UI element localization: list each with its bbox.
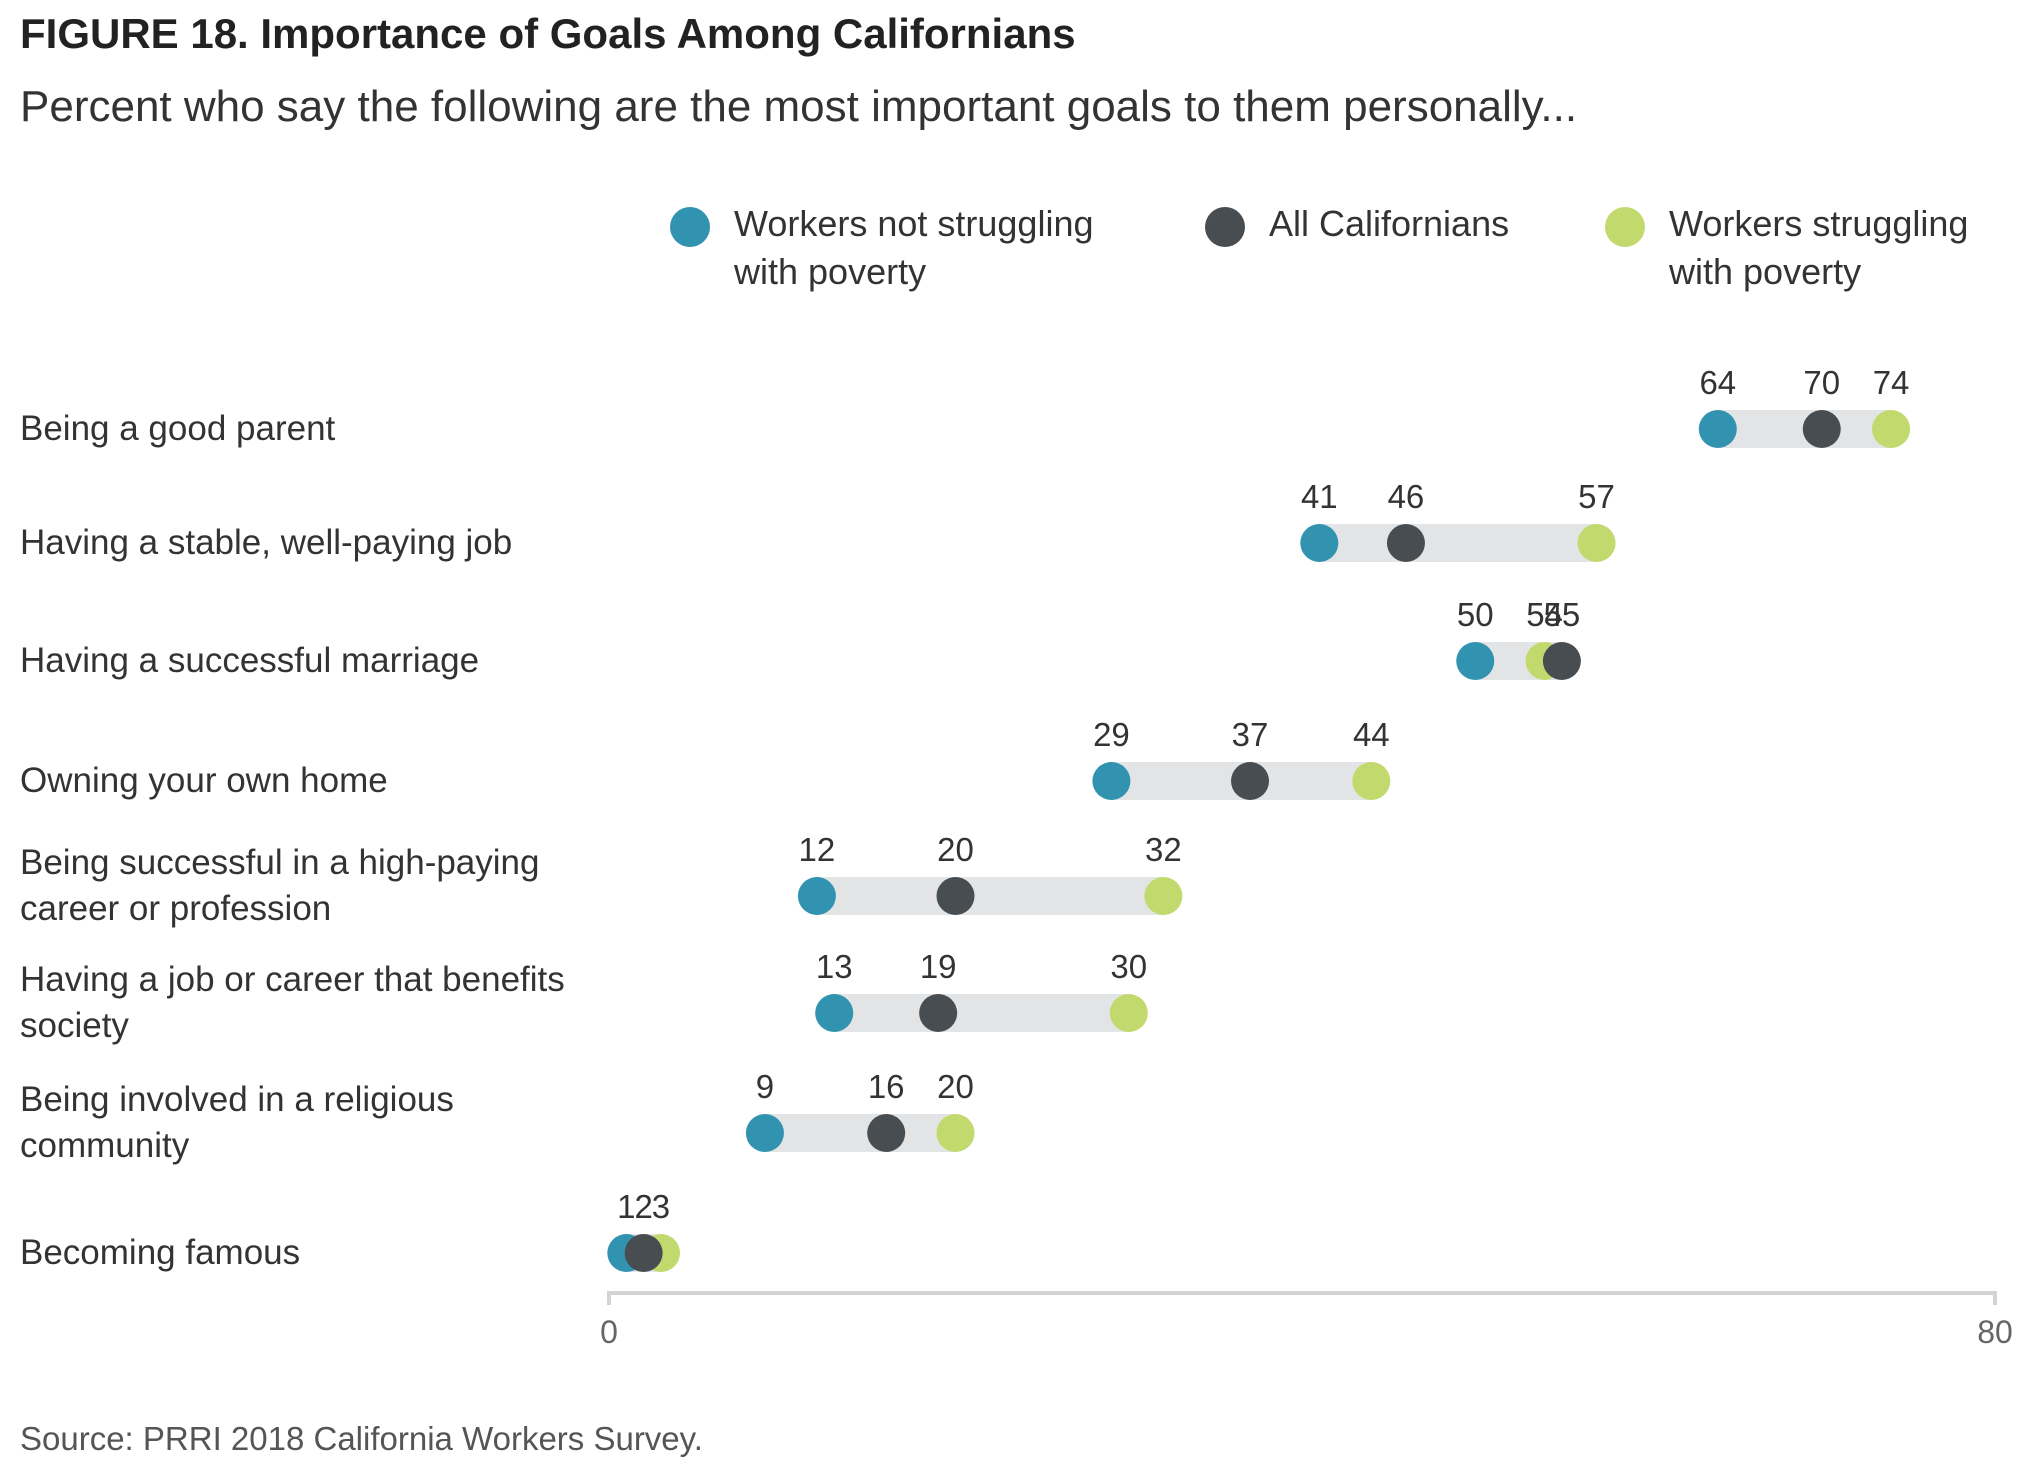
dot-all <box>867 1114 906 1152</box>
legend-swatch-all <box>1205 207 1245 247</box>
category-label: Owning your own home <box>20 761 388 800</box>
legend-item-struggling: Workers struggling with poverty <box>1605 200 2025 296</box>
dot-all <box>919 994 958 1032</box>
legend-label-all: All Californians <box>1269 203 1510 244</box>
category-label: Becoming famous <box>20 1233 301 1272</box>
source-note: Source: PRRI 2018 California Workers Sur… <box>20 1420 703 1457</box>
data-label-not-struggling: 13 <box>816 948 853 985</box>
dot-struggling <box>936 1114 975 1152</box>
legend-label-not-struggling: Workers not struggling with poverty <box>734 203 1094 292</box>
data-label-all: 70 <box>1803 364 1840 401</box>
legend-swatch-struggling <box>1605 207 1645 247</box>
data-label-not-struggling: 29 <box>1093 716 1130 753</box>
data-label-struggling: 32 <box>1145 831 1182 868</box>
data-label-all: 46 <box>1388 478 1425 515</box>
dot-all <box>1386 524 1425 562</box>
dot-not-struggling <box>745 1114 784 1152</box>
data-label-struggling: 30 <box>1110 948 1147 985</box>
dot-not-struggling <box>1698 410 1737 448</box>
dot-not-struggling <box>815 994 854 1032</box>
dot-struggling <box>1872 410 1911 448</box>
data-label-struggling: 54 <box>1526 596 1563 633</box>
dot-not-struggling <box>1300 524 1339 562</box>
dot-struggling <box>1144 877 1183 915</box>
category-label: Having a stable, well-paying job <box>20 523 513 562</box>
dot-all <box>1542 642 1581 680</box>
category-label: Being involved in a religious community <box>20 1080 454 1165</box>
data-label-all: 19 <box>920 948 957 985</box>
legend-label-struggling: Workers struggling with poverty <box>1669 203 1969 292</box>
legend-swatch-not-struggling <box>670 207 710 247</box>
category-label: Being a good parent <box>20 409 336 448</box>
dot-not-struggling <box>797 877 836 915</box>
dot-all <box>936 877 975 915</box>
data-label-all: 16 <box>868 1068 905 1105</box>
dot-struggling <box>1352 762 1391 800</box>
data-label-struggling: 20 <box>937 1068 974 1105</box>
data-label-all: 37 <box>1232 716 1269 753</box>
data-label-struggling: 57 <box>1578 478 1615 515</box>
data-label-not-struggling: 50 <box>1457 596 1494 633</box>
data-label-all: 20 <box>937 831 974 868</box>
dot-all <box>624 1234 663 1272</box>
data-label-struggling: 3 <box>652 1188 670 1225</box>
x-tick-label: 80 <box>1977 1314 2013 1350</box>
dot-not-struggling <box>1092 762 1131 800</box>
chart-subtitle: Percent who say the following are the mo… <box>20 82 1578 131</box>
data-label-not-struggling: 9 <box>756 1068 774 1105</box>
dot-struggling <box>1109 994 1148 1032</box>
data-label-not-struggling: 12 <box>799 831 836 868</box>
x-tick-label: 0 <box>600 1314 618 1350</box>
dot-all <box>1231 762 1270 800</box>
data-label-struggling: 44 <box>1353 716 1390 753</box>
dot-struggling <box>1577 524 1616 562</box>
dot-not-struggling <box>1456 642 1495 680</box>
category-label: Being successful in a high-paying career… <box>20 843 540 928</box>
legend-item-not-struggling: Workers not struggling with poverty <box>670 200 1134 296</box>
category-label: Having a job or career that benefits soc… <box>20 960 565 1045</box>
dot-all <box>1802 410 1841 448</box>
data-label-all: 2 <box>634 1188 652 1225</box>
category-label: Having a successful marriage <box>20 641 480 680</box>
data-label-not-struggling: 64 <box>1699 364 1736 401</box>
data-label-struggling: 74 <box>1873 364 1910 401</box>
chart-title: FIGURE 18. Importance of Goals Among Cal… <box>20 10 1076 57</box>
data-label-not-struggling: 41 <box>1301 478 1338 515</box>
data-label-all: 55 <box>1544 596 1581 633</box>
data-label-not-struggling: 1 <box>617 1188 635 1225</box>
legend-item-all: All Californians <box>1205 200 1569 248</box>
